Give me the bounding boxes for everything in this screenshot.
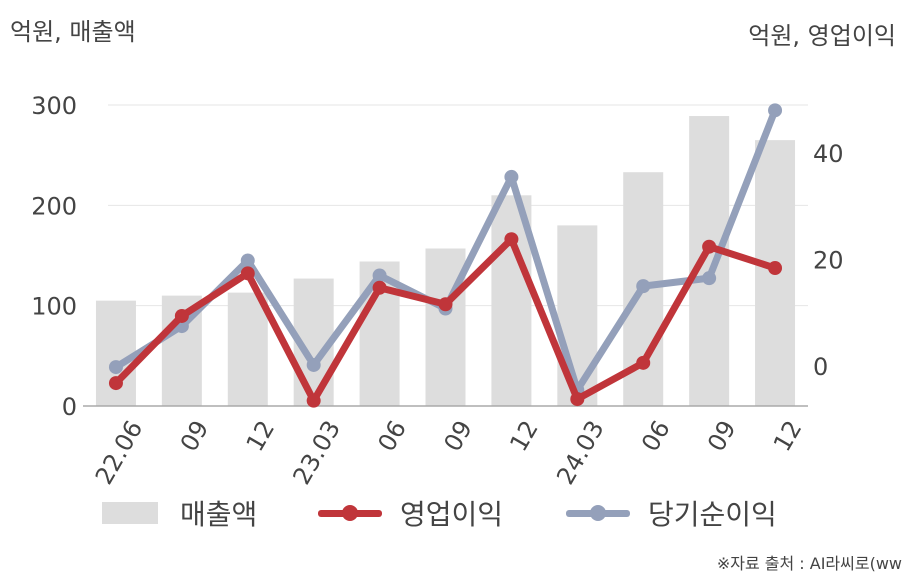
x-axis-tick-label: 12 (241, 416, 281, 456)
x-axis-tick-label: 24.03 (551, 416, 610, 490)
left-axis-tick-label: 100 (31, 293, 77, 321)
left-axis-tick-label: 300 (31, 92, 77, 120)
legend-swatch-revenue (102, 502, 158, 524)
legend-label-revenue: 매출액 (180, 498, 258, 531)
x-axis-tick-label: 09 (175, 416, 215, 456)
point-operating-profit (108, 376, 123, 391)
bar-revenue (425, 248, 466, 406)
point-net-profit (768, 103, 783, 118)
point-net-profit (108, 360, 123, 375)
point-operating-profit (174, 308, 189, 323)
point-operating-profit (702, 239, 717, 254)
right-axis-tick-label: 0 (813, 353, 828, 381)
left-axis-unit: 억원, 매출액 (10, 18, 136, 46)
x-axis-tick-label: 09 (438, 416, 478, 456)
bar-revenue (95, 300, 136, 406)
right-axis-unit: 억원, 영업이익 (748, 22, 896, 50)
source-note: ※자료 출처 : AI라씨로(ww (716, 554, 902, 573)
x-axis-tick-label: 12 (768, 416, 808, 456)
x-axis-tick-label: 09 (702, 416, 742, 456)
legend: 매출액 영업이익 당기순이익 (0, 490, 908, 536)
point-net-profit (636, 279, 651, 294)
right-axis-tick-label: 20 (813, 246, 844, 274)
legend-item-revenue: 매출액 (102, 490, 257, 536)
x-axis-tick-label: 06 (636, 416, 676, 456)
left-axis-tick-label: 200 (31, 192, 77, 220)
point-operating-profit (636, 355, 651, 370)
legend-label-net-profit: 당기순이익 (648, 498, 777, 531)
point-operating-profit (504, 232, 519, 247)
x-axis-tick-label: 22.06 (90, 416, 149, 490)
point-net-profit (702, 271, 717, 286)
point-net-profit (240, 253, 255, 268)
bar-revenue (227, 292, 268, 406)
point-net-profit (372, 268, 387, 283)
x-axis-tick-label: 06 (373, 416, 413, 456)
legend-item-operating-profit: 영업이익 (318, 490, 503, 536)
point-operating-profit (372, 280, 387, 295)
point-operating-profit (240, 266, 255, 281)
legend-label-operating-profit: 영업이익 (400, 498, 504, 531)
point-operating-profit (570, 392, 585, 407)
x-axis-tick-label: 12 (504, 416, 544, 456)
x-axis-tick-label: 23.03 (288, 416, 347, 490)
right-axis-tick-label: 40 (813, 140, 844, 168)
point-operating-profit (768, 261, 783, 276)
legend-swatch-operating-profit (318, 502, 382, 524)
legend-item-net-profit: 당기순이익 (566, 490, 777, 536)
point-net-profit (306, 357, 321, 372)
point-net-profit (504, 169, 519, 184)
legend-swatch-net-profit (566, 502, 630, 524)
left-axis-tick-label: 0 (62, 393, 77, 421)
point-operating-profit (306, 393, 321, 408)
point-operating-profit (438, 297, 453, 312)
bar-revenue (689, 116, 730, 406)
